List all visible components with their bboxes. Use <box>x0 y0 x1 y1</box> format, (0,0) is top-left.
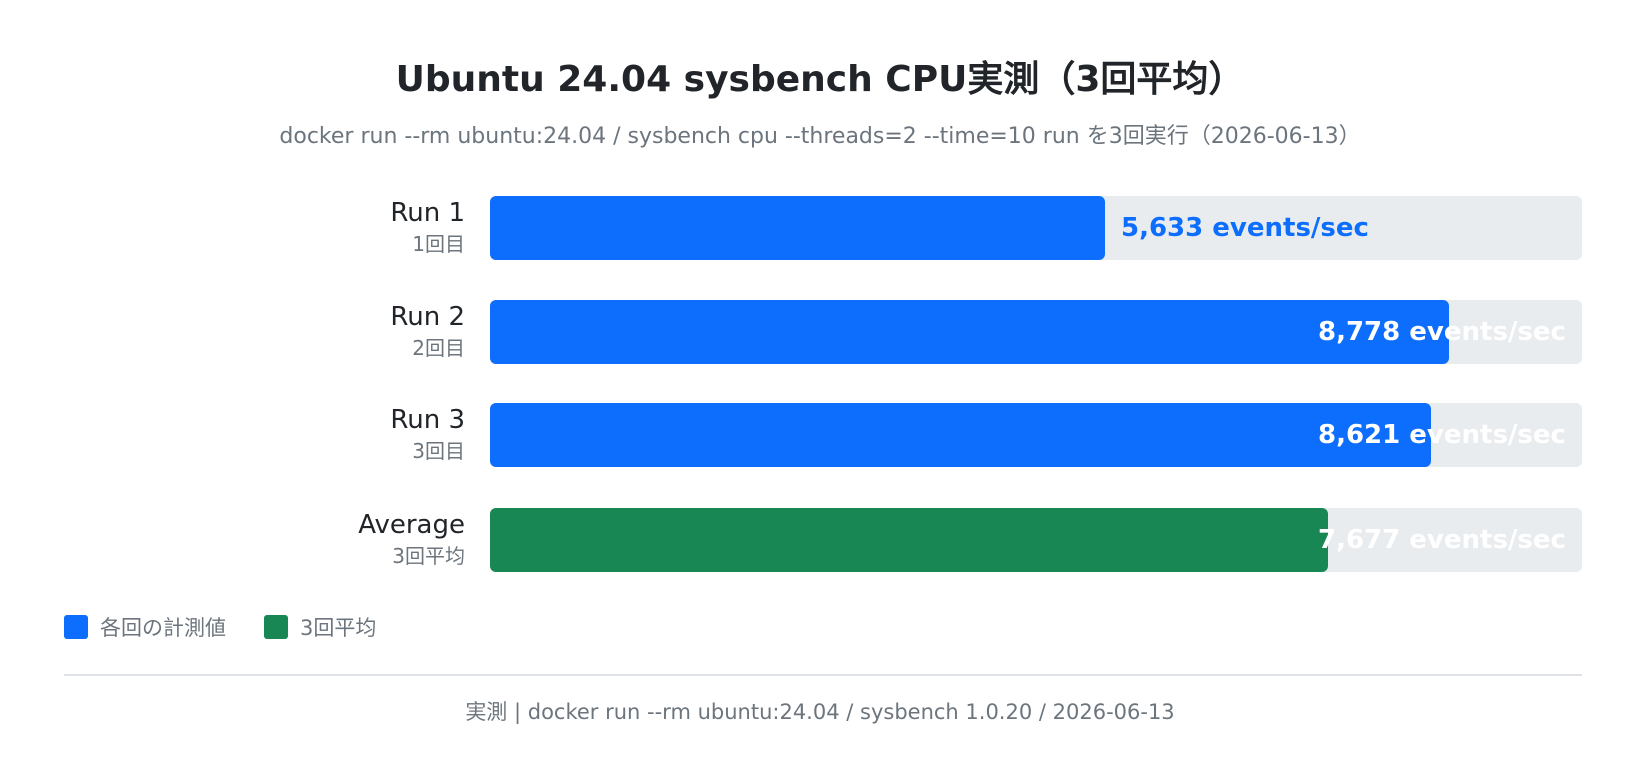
bar <box>490 508 1328 572</box>
category-label-sub: 1回目 <box>412 232 465 256</box>
bar-value-label: 7,677 events/sec <box>1318 525 1566 555</box>
bar <box>490 300 1449 364</box>
category-label-main: Run 3 <box>390 405 465 435</box>
legend-item: 各回の計測値 <box>64 612 226 642</box>
category-label-main: Run 2 <box>390 302 465 332</box>
bar-track: 5,633 events/sec <box>490 196 1582 260</box>
bar-row: Run 2 2回目 8,778 events/sec <box>0 300 1640 364</box>
category-label: Average 3回平均 <box>165 508 465 570</box>
bar-value-label: 8,621 events/sec <box>1318 420 1566 450</box>
category-label: Run 1 1回目 <box>165 196 465 258</box>
chart-footer: 実測 | docker run --rm ubuntu:24.04 / sysb… <box>465 700 1175 724</box>
bar-track: 8,621 events/sec <box>490 403 1582 467</box>
category-label-sub: 3回平均 <box>392 544 465 568</box>
bar-track: 8,778 events/sec <box>490 300 1582 364</box>
footer-divider <box>64 674 1582 676</box>
bar-row: Run 1 1回目 5,633 events/sec <box>0 196 1640 260</box>
legend-label: 各回の計測値 <box>100 616 226 640</box>
category-label-sub: 2回目 <box>412 336 465 360</box>
category-label-main: Average <box>358 510 465 540</box>
legend-swatch <box>264 615 288 639</box>
bar-value-label: 5,633 events/sec <box>1121 213 1369 243</box>
bar <box>490 196 1105 260</box>
bar-row: Average 3回平均 7,677 events/sec <box>0 508 1640 572</box>
chart-subtitle: docker run --rm ubuntu:24.04 / sysbench … <box>279 124 1361 149</box>
legend-swatch <box>64 615 88 639</box>
bar-value-label: 8,778 events/sec <box>1318 317 1566 347</box>
bar-row: Run 3 3回目 8,621 events/sec <box>0 403 1640 467</box>
category-label-main: Run 1 <box>390 198 465 228</box>
category-label-sub: 3回目 <box>412 439 465 463</box>
bar <box>490 403 1431 467</box>
legend-item: 3回平均 <box>264 612 376 642</box>
chart-title: Ubuntu 24.04 sysbench CPU実測（3回平均） <box>395 59 1245 100</box>
bar-track: 7,677 events/sec <box>490 508 1582 572</box>
category-label: Run 2 2回目 <box>165 300 465 362</box>
category-label: Run 3 3回目 <box>165 403 465 465</box>
chart-legend: 各回の計測値 3回平均 <box>64 612 414 642</box>
legend-label: 3回平均 <box>300 616 377 640</box>
